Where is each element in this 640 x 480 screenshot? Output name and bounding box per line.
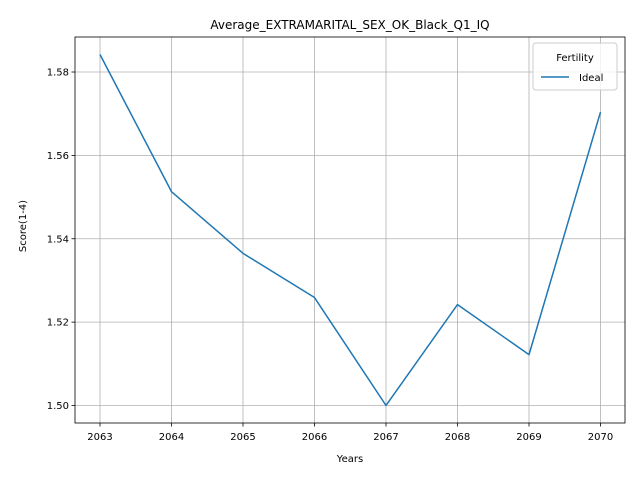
x-tick-label: 2069 bbox=[516, 432, 541, 443]
x-tick-label: 2068 bbox=[445, 432, 470, 443]
x-axis: 2063 2064 2065 2066 2067 2068 2069 2070 bbox=[87, 423, 613, 443]
grid bbox=[75, 37, 625, 423]
legend: Fertility Ideal bbox=[532, 42, 618, 91]
x-tick-label: 2066 bbox=[302, 432, 327, 443]
x-tick-label: 2067 bbox=[373, 432, 398, 443]
y-axis: 1.50 1.52 1.54 1.56 1.58 bbox=[47, 68, 75, 412]
plot-frame bbox=[74, 36, 626, 424]
x-tick-label: 2070 bbox=[588, 432, 613, 443]
y-tick-label: 1.54 bbox=[47, 234, 69, 245]
y-tick-label: 1.52 bbox=[47, 318, 69, 329]
series-layer bbox=[99, 54, 602, 407]
y-tick-label: 1.58 bbox=[47, 68, 69, 79]
legend-label-ideal: Ideal bbox=[579, 73, 603, 84]
y-tick-label: 1.56 bbox=[47, 151, 69, 162]
x-tick-label: 2065 bbox=[230, 432, 255, 443]
x-tick-label: 2063 bbox=[87, 432, 112, 443]
legend-box bbox=[532, 42, 618, 91]
y-axis-title: Score(1-4) bbox=[18, 200, 29, 252]
x-tick-label: 2064 bbox=[159, 432, 184, 443]
x-axis-title: Years bbox=[336, 454, 363, 465]
legend-title: Fertility bbox=[556, 53, 594, 64]
y-tick-label: 1.50 bbox=[47, 401, 69, 412]
chart-title: Average_EXTRAMARITAL_SEX_OK_Black_Q1_IQ bbox=[210, 18, 489, 32]
series-line-ideal bbox=[99, 54, 602, 407]
